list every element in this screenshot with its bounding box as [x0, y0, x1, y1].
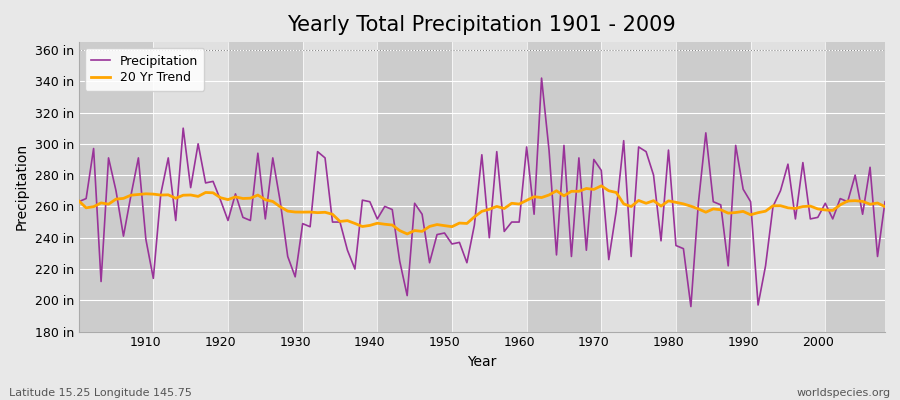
Bar [377, 42, 452, 332]
Bar [153, 42, 228, 332]
Bar [452, 42, 526, 332]
Bar [228, 42, 302, 332]
20 Yr Trend [342, 218, 353, 223]
Bar [601, 42, 676, 332]
Precipitation [879, 199, 890, 204]
Precipitation [297, 221, 308, 226]
Precipitation [342, 248, 353, 253]
Bar [751, 42, 825, 332]
20 Yr Trend [514, 202, 525, 206]
20 Yr Trend [618, 202, 629, 206]
Precipitation [686, 304, 697, 309]
Bar [676, 42, 751, 332]
20 Yr Trend [596, 184, 607, 188]
20 Yr Trend [73, 198, 84, 203]
20 Yr Trend [133, 192, 144, 197]
Bar [526, 42, 601, 332]
Text: worldspecies.org: worldspecies.org [796, 388, 891, 398]
Precipitation [133, 156, 144, 160]
Precipitation [507, 220, 517, 224]
Precipitation [536, 76, 547, 80]
Line: Precipitation: Precipitation [78, 78, 885, 306]
Precipitation [73, 199, 84, 204]
X-axis label: Year: Year [467, 355, 497, 369]
20 Yr Trend [297, 210, 308, 214]
20 Yr Trend [879, 204, 890, 209]
Y-axis label: Precipitation: Precipitation [15, 143, 29, 230]
20 Yr Trend [521, 198, 532, 203]
Bar [825, 42, 893, 332]
Precipitation [611, 209, 622, 214]
Precipitation [514, 220, 525, 224]
Bar [302, 42, 377, 332]
Bar [78, 42, 153, 332]
Text: Latitude 15.25 Longitude 145.75: Latitude 15.25 Longitude 145.75 [9, 388, 192, 398]
20 Yr Trend [401, 232, 412, 236]
Title: Yearly Total Precipitation 1901 - 2009: Yearly Total Precipitation 1901 - 2009 [287, 15, 676, 35]
Legend: Precipitation, 20 Yr Trend: Precipitation, 20 Yr Trend [85, 48, 204, 91]
Line: 20 Yr Trend: 20 Yr Trend [78, 186, 885, 234]
